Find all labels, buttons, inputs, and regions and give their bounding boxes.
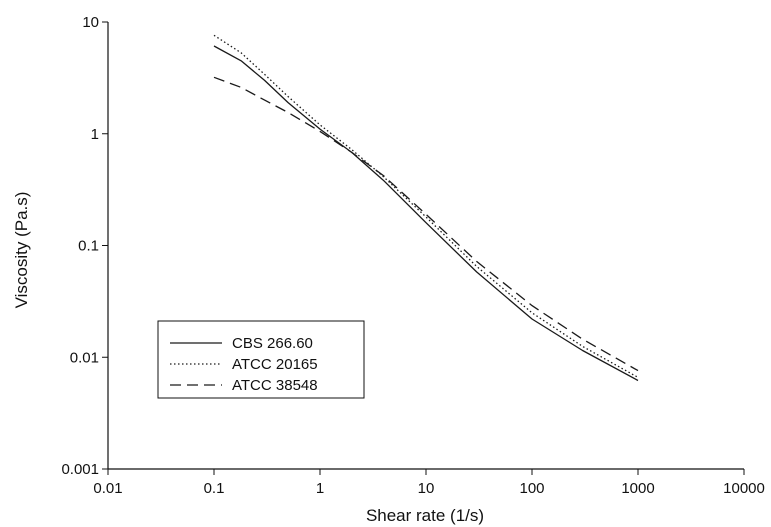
x-tick-label: 0.1 bbox=[204, 480, 225, 497]
series-lines bbox=[213, 34, 639, 382]
y-axis-title: Viscosity (Pa.s) bbox=[12, 192, 31, 309]
legend-label-1: CBS 266.60 bbox=[232, 335, 313, 352]
legend-label-3: ATCC 38548 bbox=[232, 377, 318, 394]
x-tick-label: 1000 bbox=[621, 480, 654, 497]
x-tick-label: 10000 bbox=[723, 480, 765, 497]
series-line-2 bbox=[213, 34, 639, 378]
y-tick-label: 10 bbox=[82, 14, 99, 31]
y-tick-label: 0.1 bbox=[78, 238, 99, 255]
y-tick-label: 0.01 bbox=[70, 349, 99, 366]
x-axis-title: Shear rate (1/s) bbox=[366, 506, 484, 525]
x-tick-label: 10 bbox=[418, 480, 435, 497]
x-tick-label: 1 bbox=[316, 480, 324, 497]
y-tick-label: 1 bbox=[91, 126, 99, 143]
x-axis-ticks: 0.01 0.1 1 10 100 1000 10000 bbox=[93, 469, 765, 497]
y-axis-ticks: 0.001 0.01 0.1 1 10 bbox=[61, 14, 108, 478]
legend-label-2: ATCC 20165 bbox=[232, 356, 318, 373]
series-line-3 bbox=[213, 76, 639, 372]
x-tick-label: 100 bbox=[519, 480, 544, 497]
y-tick-label: 0.001 bbox=[61, 461, 99, 478]
x-tick-label: 0.01 bbox=[93, 480, 122, 497]
series-line-1 bbox=[213, 45, 639, 382]
legend: CBS 266.60 ATCC 20165 ATCC 38548 bbox=[157, 320, 365, 399]
